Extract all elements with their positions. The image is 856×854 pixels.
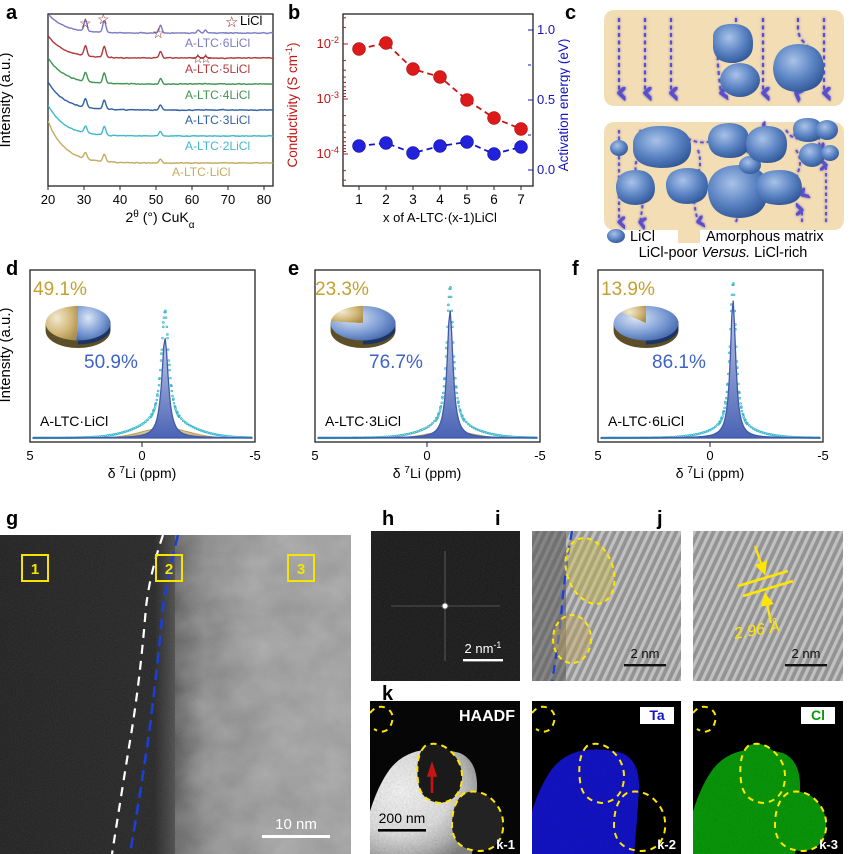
svg-text:A-LTC·6LiCl: A-LTC·6LiCl [185,36,250,50]
svg-text:86.1%: 86.1% [652,352,706,373]
svg-text:Intensity (a.u.): Intensity (a.u.) [0,52,14,147]
svg-text:LiCl-poor Versus. LiCl-rich: LiCl-poor Versus. LiCl-rich [639,245,808,260]
svg-text:10-2: 10-2 [317,35,339,51]
svg-text:2 nm: 2 nm [792,646,821,661]
svg-text:0: 0 [138,448,145,463]
svg-text:2θ (°) CuKα: 2θ (°) CuKα [125,209,194,231]
svg-text:2: 2 [165,561,173,578]
svg-text:76.7%: 76.7% [369,352,423,373]
svg-text:☆: ☆ [225,14,238,31]
svg-text:3: 3 [297,561,305,578]
svg-text:60: 60 [185,192,199,207]
svg-text:Ta: Ta [649,707,665,723]
svg-text:5: 5 [594,448,601,463]
svg-text:☆: ☆ [97,11,110,27]
svg-text:k-2: k-2 [657,837,676,852]
svg-text:6: 6 [490,192,498,207]
svg-text:-5: -5 [534,448,546,463]
svg-text:5: 5 [311,448,318,463]
svg-text:50: 50 [149,192,163,207]
svg-text:20: 20 [41,192,55,207]
svg-text:Amorphous matrix: Amorphous matrix [706,229,824,245]
svg-text:0: 0 [706,448,713,463]
svg-text:70: 70 [221,192,235,207]
svg-text:-5: -5 [817,448,829,463]
svg-text:A-LTC·6LiCl: A-LTC·6LiCl [608,413,684,429]
svg-text:5: 5 [463,192,471,207]
svg-text:A-LTC·LiCl: A-LTC·LiCl [172,165,230,179]
svg-text:5: 5 [26,448,33,463]
svg-text:A-LTC·3LiCl: A-LTC·3LiCl [185,113,250,127]
svg-text:☆: ☆ [152,25,165,41]
svg-text:10 nm: 10 nm [275,816,317,833]
svg-text:0.5: 0.5 [537,92,555,107]
svg-text:Conductivity (S cm-1): Conductivity (S cm-1) [285,42,300,167]
svg-text:A-LTC·LiCl: A-LTC·LiCl [40,413,108,429]
svg-text:δ 7Li (ppm): δ 7Li (ppm) [393,465,462,482]
svg-text:☆: ☆ [79,15,92,31]
svg-text:30: 30 [77,192,91,207]
svg-text:7: 7 [517,192,525,207]
svg-text:49.1%: 49.1% [33,279,87,300]
svg-text:Cl: Cl [811,707,825,723]
svg-text:4: 4 [436,192,444,207]
svg-text:10-3: 10-3 [317,90,339,106]
svg-text:10-4: 10-4 [317,145,339,161]
svg-text:Intensity (a.u.): Intensity (a.u.) [0,307,14,402]
svg-text:0.0: 0.0 [537,162,555,177]
svg-text:A-LTC·3LiCl: A-LTC·3LiCl [325,413,401,429]
svg-text:40: 40 [113,192,127,207]
svg-text:23.3%: 23.3% [315,279,369,300]
svg-text:☆: ☆ [200,51,212,66]
svg-text:Activation energy (eV): Activation energy (eV) [556,39,570,172]
svg-text:2: 2 [382,192,390,207]
svg-text:A-LTC·2LiCl: A-LTC·2LiCl [185,139,250,153]
svg-text:A-LTC·4LiCl: A-LTC·4LiCl [185,88,250,102]
svg-text:0: 0 [423,448,430,463]
svg-text:x of A-LTC·(x-1)LiCl: x of A-LTC·(x-1)LiCl [383,210,497,225]
svg-text:3: 3 [409,192,417,207]
svg-text:1: 1 [31,561,39,578]
svg-text:1.0: 1.0 [537,22,555,37]
svg-text:200 nm: 200 nm [379,810,426,826]
svg-text:δ 7Li (ppm): δ 7Li (ppm) [676,465,745,482]
svg-text:80: 80 [257,192,271,207]
svg-text:50.9%: 50.9% [84,352,138,373]
svg-text:k-1: k-1 [496,837,515,852]
svg-text:δ 7Li (ppm): δ 7Li (ppm) [108,465,177,482]
svg-text:k-3: k-3 [819,837,838,852]
svg-text:2 nm: 2 nm [631,646,660,661]
svg-text:LiCl: LiCl [240,13,263,28]
svg-text:HAADF: HAADF [459,708,515,725]
svg-text:1: 1 [355,192,363,207]
svg-text:13.9%: 13.9% [601,279,655,300]
svg-text:-5: -5 [249,448,261,463]
svg-text:LiCl: LiCl [630,229,655,245]
